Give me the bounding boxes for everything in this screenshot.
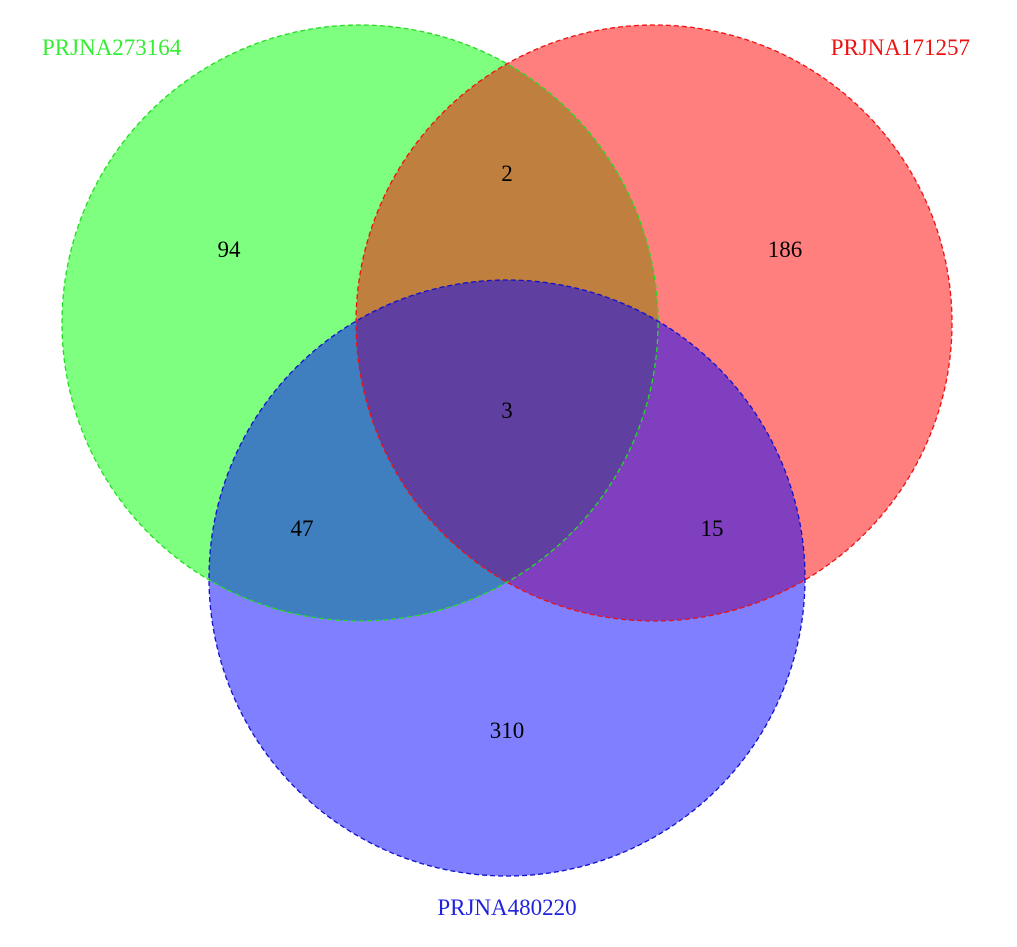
count-prjna273164-prjna480220: 47: [291, 516, 314, 541]
set-circle-prjna480220: [209, 280, 805, 876]
count-prjna171257-prjna480220: 15: [701, 516, 724, 541]
set-label-prjna480220: PRJNA480220: [437, 895, 576, 920]
count-only-prjna171257: 186: [768, 237, 803, 262]
count-all-three: 3: [501, 398, 513, 423]
count-only-prjna480220: 310: [490, 718, 525, 743]
count-prjna273164-prjna171257: 2: [501, 161, 513, 186]
set-outline-prjna273164: [61, 24, 659, 622]
set-outline-prjna480220: [208, 279, 806, 877]
set-label-prjna273164: PRJNA273164: [42, 35, 182, 60]
count-only-prjna273164: 94: [218, 237, 242, 262]
set-outline-prjna171257: [355, 24, 953, 622]
set-label-prjna171257: PRJNA171257: [831, 35, 970, 60]
